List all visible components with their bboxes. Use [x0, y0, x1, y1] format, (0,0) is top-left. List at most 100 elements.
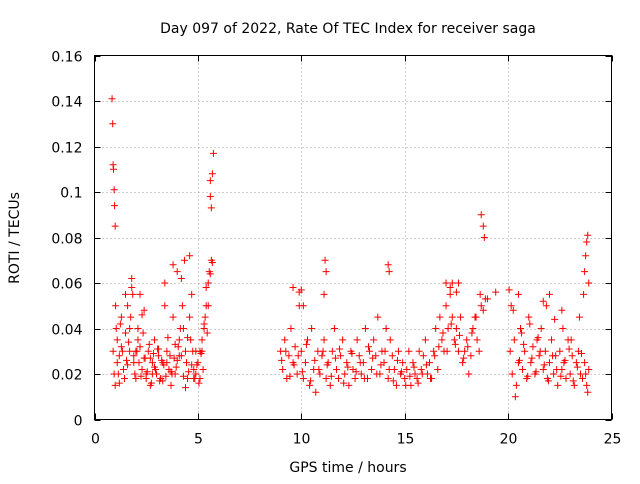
data-point: [134, 336, 142, 344]
data-point: [572, 359, 580, 367]
data-point: [198, 336, 206, 344]
data-point: [183, 359, 191, 367]
data-point: [365, 343, 373, 351]
data-point: [446, 284, 454, 292]
data-point: [332, 365, 340, 373]
data-point: [553, 365, 561, 373]
data-point: [315, 365, 323, 373]
data-point: [145, 340, 153, 348]
data-point: [509, 306, 517, 314]
data-point: [369, 354, 377, 362]
data-point: [328, 347, 336, 355]
data-point: [450, 336, 458, 344]
data-point: [443, 347, 451, 355]
data-point: [192, 370, 200, 378]
data-point: [144, 347, 152, 355]
data-point: [287, 325, 295, 332]
data-point: [201, 313, 209, 321]
data-point: [312, 388, 320, 396]
data-point: [137, 372, 145, 380]
data-point: [291, 343, 299, 351]
data-point: [520, 340, 528, 348]
data-point: [335, 375, 343, 383]
data-point: [438, 336, 446, 344]
data-point: [521, 347, 529, 355]
data-point: [492, 288, 500, 296]
data-point: [434, 365, 442, 373]
data-point: [204, 279, 212, 287]
data-point: [175, 352, 183, 360]
data-point: [557, 372, 565, 380]
data-point: [373, 370, 381, 378]
data-point: [550, 370, 558, 378]
data-point: [179, 372, 187, 380]
data-point: [505, 286, 513, 294]
data-point: [149, 350, 157, 358]
data-point: [140, 306, 148, 314]
data-point: [293, 370, 301, 378]
data-point: [311, 356, 319, 364]
data-point: [461, 347, 469, 355]
data-point: [581, 268, 589, 276]
data-point: [299, 302, 307, 310]
data-point: [370, 336, 378, 344]
data-point: [545, 359, 553, 367]
data-point: [417, 365, 425, 373]
x-tick-label: 5: [194, 432, 203, 448]
data-point: [562, 375, 570, 383]
x-tick-label: 20: [500, 432, 518, 448]
data-point: [398, 368, 406, 376]
data-point: [402, 381, 410, 389]
data-point: [108, 95, 116, 103]
data-point: [123, 356, 131, 364]
data-point: [457, 313, 465, 321]
data-point: [573, 363, 581, 371]
data-point: [124, 302, 132, 310]
data-point: [147, 379, 155, 387]
data-point: [206, 270, 214, 278]
data-point: [415, 347, 423, 355]
data-point: [551, 315, 559, 323]
data-point: [381, 347, 389, 355]
data-point: [554, 381, 562, 389]
data-point: [208, 259, 216, 267]
data-point: [452, 288, 460, 296]
data-point: [568, 352, 576, 360]
data-point: [368, 365, 376, 373]
data-point: [506, 347, 514, 355]
data-point: [132, 375, 140, 383]
data-point: [208, 170, 216, 178]
data-point: [473, 336, 481, 344]
data-point: [112, 302, 120, 310]
data-point: [386, 336, 394, 344]
data-point: [155, 345, 163, 353]
data-point: [351, 375, 359, 383]
data-point: [510, 336, 518, 344]
data-point: [302, 340, 310, 348]
y-tick-label: 0.06: [51, 277, 82, 293]
data-point: [507, 302, 515, 310]
data-point: [173, 268, 181, 276]
data-point: [175, 336, 183, 344]
data-point: [322, 375, 330, 383]
data-point: [549, 352, 557, 360]
data-point: [190, 365, 198, 373]
data-point: [405, 347, 413, 355]
data-point: [578, 350, 586, 358]
data-point: [169, 261, 177, 269]
data-point: [392, 381, 400, 389]
data-point: [366, 347, 374, 355]
data-point: [164, 334, 172, 342]
data-point: [352, 368, 360, 376]
data-point: [511, 393, 519, 401]
data-point: [435, 343, 443, 351]
data-point: [565, 345, 573, 353]
data-point: [327, 372, 335, 380]
data-point: [480, 234, 488, 241]
data-point: [150, 363, 158, 371]
data-point: [110, 165, 118, 173]
data-point: [294, 352, 302, 360]
data-point: [539, 297, 547, 305]
data-point: [114, 370, 122, 378]
data-point: [116, 320, 124, 328]
